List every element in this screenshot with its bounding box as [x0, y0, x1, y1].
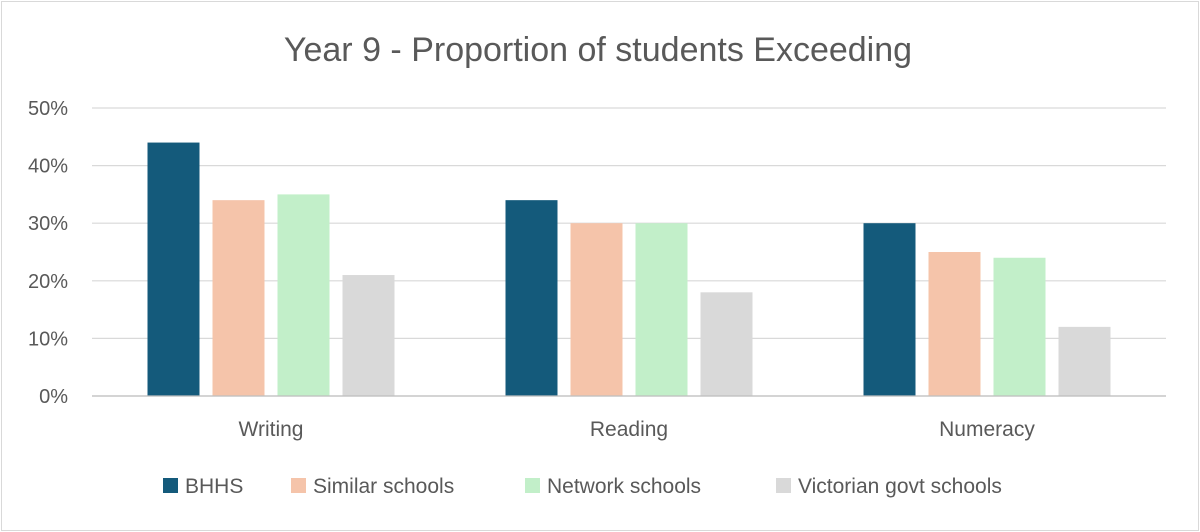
y-tick-label: 0% [39, 386, 68, 408]
x-tick-label: Writing [239, 418, 304, 441]
y-tick-label: 10% [28, 328, 68, 350]
legend-label: BHHS [185, 475, 243, 498]
x-tick-label: Reading [590, 418, 668, 441]
y-tick-label: 30% [28, 213, 68, 235]
bar [570, 223, 623, 396]
bar [147, 142, 200, 396]
bars [147, 142, 1111, 396]
bar [277, 194, 330, 396]
legend-label: Similar schools [313, 475, 454, 498]
legend-swatch [525, 478, 540, 493]
bar [212, 200, 265, 396]
bar [928, 252, 981, 396]
bar [635, 223, 688, 396]
y-tick-label: 50% [28, 98, 68, 120]
bar [1058, 326, 1111, 396]
x-axis: Writing Reading Numeracy [92, 395, 1166, 441]
legend-label: Victorian govt schools [798, 475, 1002, 498]
y-tick-label: 20% [28, 271, 68, 293]
bar [863, 223, 916, 396]
bar [342, 275, 395, 396]
legend-label: Network schools [547, 475, 701, 498]
legend: BHHS Similar schools Network schools Victor… [163, 475, 1002, 498]
bar [505, 200, 558, 396]
bar [993, 257, 1046, 396]
legend-swatch [163, 478, 178, 493]
y-tick-label: 40% [28, 156, 68, 178]
legend-swatch [776, 478, 791, 493]
y-axis-ticks: 0% 10% 20% 30% 40% 50% [28, 98, 68, 408]
legend-swatch [291, 478, 306, 493]
x-tick-label: Numeracy [939, 418, 1035, 441]
bar [700, 292, 753, 396]
chart-title: Year 9 - Proportion of students Exceedin… [284, 31, 912, 69]
